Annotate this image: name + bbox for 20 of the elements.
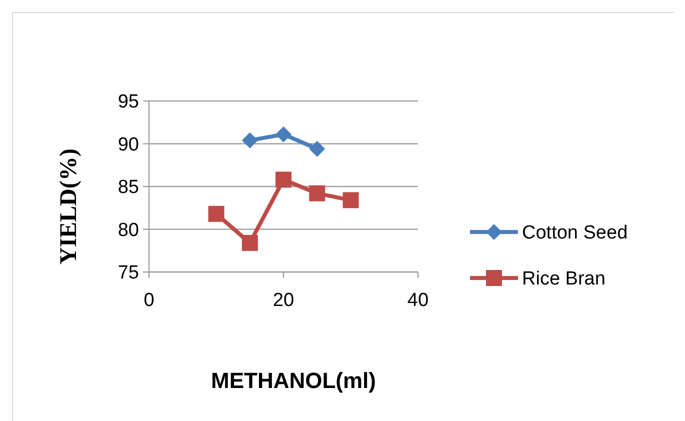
x-tick-label: 20 bbox=[272, 290, 294, 311]
point bbox=[208, 206, 224, 222]
y-tick-label: 75 bbox=[118, 262, 139, 284]
point bbox=[309, 140, 326, 157]
x-tick-label: 0 bbox=[144, 290, 154, 311]
x-tick-label: 40 bbox=[407, 290, 429, 311]
y-tick-label: 95 bbox=[118, 92, 139, 113]
legend-label: Rice Bran bbox=[522, 268, 606, 290]
y-tick-label: 90 bbox=[118, 134, 139, 156]
legend-label: Cotton Seed bbox=[522, 222, 628, 244]
y-tick-label: 80 bbox=[118, 220, 139, 241]
point bbox=[276, 126, 292, 142]
y-tick-label: 85 bbox=[118, 177, 139, 198]
point bbox=[276, 172, 292, 188]
x-axis-title: METHANOL(ml) bbox=[211, 368, 376, 393]
point bbox=[342, 192, 359, 208]
point bbox=[242, 234, 258, 251]
point bbox=[309, 185, 326, 202]
point bbox=[242, 132, 258, 148]
y-axis-title: YIELD(%) bbox=[56, 148, 82, 265]
